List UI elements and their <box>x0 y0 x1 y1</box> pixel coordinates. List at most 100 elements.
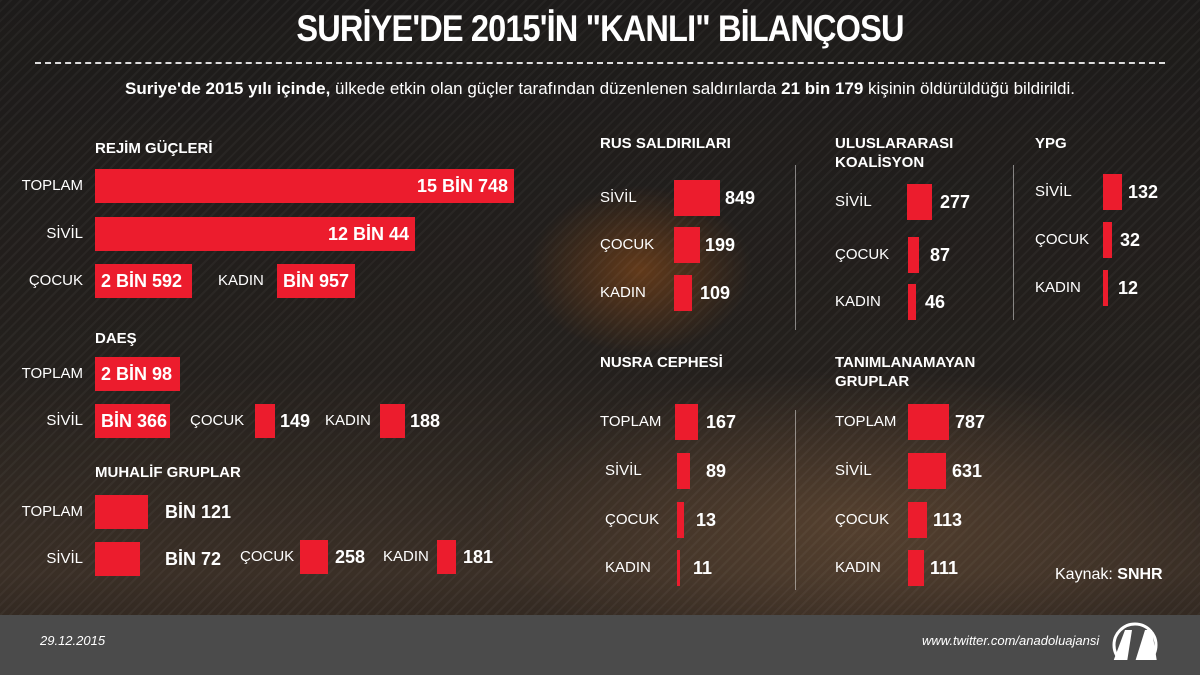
bar <box>908 237 919 273</box>
group-title: MUHALİF GRUPLAR <box>95 464 241 481</box>
value-label: BİN 121 <box>165 502 232 522</box>
bar <box>675 404 698 440</box>
category-label: TOPLAM <box>835 413 897 430</box>
source-label: Kaynak: <box>1055 566 1113 583</box>
source-note: Kaynak: SNHR <box>1055 566 1163 584</box>
category-label: ÇOCUK <box>190 412 245 429</box>
category-label: SİVİL <box>46 225 83 242</box>
value-label: 631 <box>952 461 983 481</box>
category-label: ÇOCUK <box>28 272 83 289</box>
bar <box>674 180 720 216</box>
category-label: KADIN <box>1035 279 1081 296</box>
category-label: ÇOCUK <box>835 511 890 528</box>
value-label: 181 <box>463 547 494 567</box>
category-label: SİVİL <box>46 412 83 429</box>
value-label: 2 BİN 592 <box>101 270 183 291</box>
category-label: KADIN <box>600 284 646 301</box>
group-title: YPG <box>1035 135 1067 152</box>
bar <box>95 495 148 529</box>
bar <box>255 404 275 438</box>
category-label: KADIN <box>383 548 429 565</box>
category-label: ÇOCUK <box>1035 231 1090 248</box>
footer-url[interactable]: www.twitter.com/anadoluajansi <box>922 633 1100 648</box>
value-label: 258 <box>335 547 366 567</box>
bar <box>907 184 932 220</box>
bar <box>908 404 949 440</box>
value-label: 13 <box>696 510 717 530</box>
category-label: SİVİL <box>605 462 642 479</box>
value-label: BİN 957 <box>283 270 350 291</box>
bar <box>437 540 456 574</box>
bar <box>677 550 680 586</box>
bar <box>300 540 328 574</box>
bar: BİN 957 <box>277 264 355 298</box>
value-label: 277 <box>940 192 971 212</box>
bar <box>908 502 927 538</box>
subtitle: Suriye'de 2015 yılı içinde, ülkede etkin… <box>0 79 1200 99</box>
value-label: 113 <box>933 510 963 530</box>
group-title: REJİM GÜÇLERİ <box>95 140 213 157</box>
category-label: ÇOCUK <box>835 246 890 263</box>
category-label: ÇOCUK <box>600 236 655 253</box>
value-label: 12 BİN 44 <box>327 223 409 244</box>
value-label: 149 <box>280 411 311 431</box>
value-label: BİN 72 <box>165 549 222 569</box>
category-label: KADIN <box>835 559 881 576</box>
bar <box>1103 222 1112 258</box>
bar: 12 BİN 44 <box>95 217 415 251</box>
value-label: 787 <box>955 412 986 432</box>
bar <box>908 453 946 489</box>
category-label: TOPLAM <box>21 503 83 520</box>
category-label: SİVİL <box>1035 183 1072 200</box>
bar <box>908 550 924 586</box>
column-divider <box>795 410 796 590</box>
page-title: SURİYE'DE 2015'İN "KANLI" BİLANÇOSU <box>296 8 904 49</box>
category-label: ÇOCUK <box>605 511 660 528</box>
value-label: 109 <box>700 283 731 303</box>
bar <box>677 502 684 538</box>
group-title: DAEŞ <box>95 330 137 347</box>
category-label: TOPLAM <box>21 365 83 382</box>
subtitle-text-2: kişinin öldürüldüğü bildirildi. <box>863 79 1075 98</box>
value-label: 32 <box>1120 230 1141 250</box>
category-label: SİVİL <box>600 189 637 206</box>
anadolu-agency-logo <box>1105 622 1165 668</box>
category-label: SİVİL <box>46 550 83 567</box>
category-label: KADIN <box>605 559 651 576</box>
category-label: TOPLAM <box>600 413 662 430</box>
value-label: 12 <box>1118 278 1139 298</box>
value-label: 89 <box>706 461 727 481</box>
value-label: 849 <box>725 188 756 208</box>
category-label: KADIN <box>835 293 881 310</box>
source-value: SNHR <box>1117 566 1163 583</box>
footer-date: 29.12.2015 <box>40 633 106 648</box>
bar <box>95 542 140 576</box>
group-title: TANIMLANAMAYAN GRUPLAR <box>835 354 976 390</box>
category-label: SİVİL <box>835 462 872 479</box>
value-label: 11 <box>693 558 713 578</box>
bar <box>1103 270 1108 306</box>
footer-bar <box>0 615 1200 675</box>
group-title: NUSRA CEPHESİ <box>600 354 723 371</box>
bar: 15 BİN 748 <box>95 169 514 203</box>
category-label: KADIN <box>218 272 264 289</box>
value-label: 46 <box>925 292 946 312</box>
bar <box>674 275 692 311</box>
bar: 2 BİN 592 <box>95 264 192 298</box>
bar <box>677 453 690 489</box>
value-label: 132 <box>1128 182 1159 202</box>
value-label: BİN 366 <box>101 410 168 431</box>
subtitle-bold-1: Suriye'de 2015 yılı içinde, <box>124 79 331 98</box>
value-label: 188 <box>410 411 441 431</box>
value-label: 2 BİN 98 <box>101 363 173 384</box>
value-label: 87 <box>930 245 951 265</box>
value-label: 167 <box>706 412 737 432</box>
column-divider <box>795 165 796 330</box>
bar <box>908 284 916 320</box>
value-label: 199 <box>705 235 736 255</box>
dashed-divider <box>35 62 1165 64</box>
subtitle-bold-2: 21 bin 179 <box>781 79 864 98</box>
value-label: 111 <box>930 558 959 578</box>
column-divider <box>1013 165 1014 320</box>
category-label: KADIN <box>325 412 371 429</box>
